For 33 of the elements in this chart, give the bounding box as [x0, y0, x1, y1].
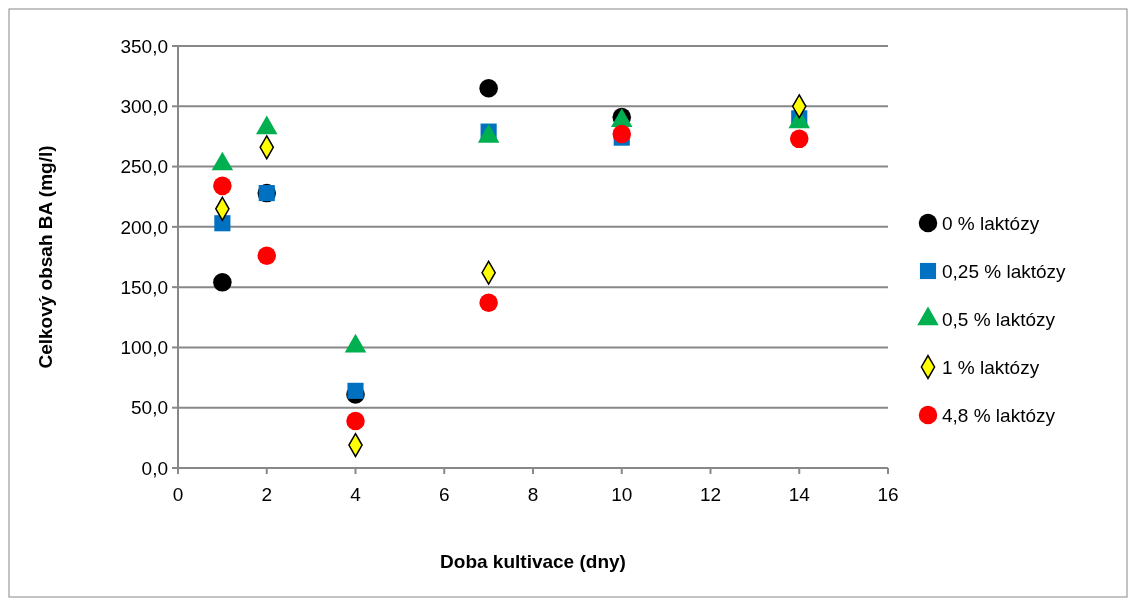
x-tick-label: 14 [788, 484, 811, 505]
point [213, 176, 232, 196]
legend-label: 0,25 % laktózy [942, 260, 1067, 282]
x-tick-label: 6 [438, 484, 450, 505]
legend-label: 1 % laktózy [942, 356, 1040, 378]
x-tick-label: 10 [611, 484, 633, 505]
point [612, 124, 632, 144]
x-tick-label: 2 [261, 484, 273, 505]
x-tick-label: 8 [527, 484, 539, 505]
point [479, 78, 498, 98]
y-axis-title: Celkový obsah BA (mg/l) [35, 145, 56, 369]
legend-label: 0,5 % laktózy [942, 308, 1056, 330]
y-tick-label: 0,0 [141, 457, 168, 479]
x-tick-label: 4 [350, 484, 362, 505]
point [789, 129, 809, 149]
legend-label: 0 % laktózy [942, 212, 1040, 234]
point [213, 273, 232, 292]
y-tick-label: 250,0 [120, 156, 168, 178]
y-tick-label: 300,0 [120, 95, 168, 117]
y-tick-label: 100,0 [120, 337, 168, 359]
y-tick-label: 150,0 [120, 276, 168, 298]
x-axis-title: Doba kultivace (dny) [440, 551, 626, 572]
point [479, 293, 498, 313]
x-tick-label: 12 [699, 484, 722, 505]
y-tick-label: 350,0 [120, 35, 168, 57]
y-tick-label: 200,0 [120, 216, 168, 238]
x-tick-label: 0 [172, 484, 184, 505]
point [257, 246, 277, 266]
y-tick-label: 50,0 [131, 397, 168, 419]
point [346, 411, 365, 431]
x-tick-label: 16 [877, 484, 899, 505]
point [347, 382, 364, 399]
legend-label: 4,8 % laktózy [942, 404, 1056, 426]
